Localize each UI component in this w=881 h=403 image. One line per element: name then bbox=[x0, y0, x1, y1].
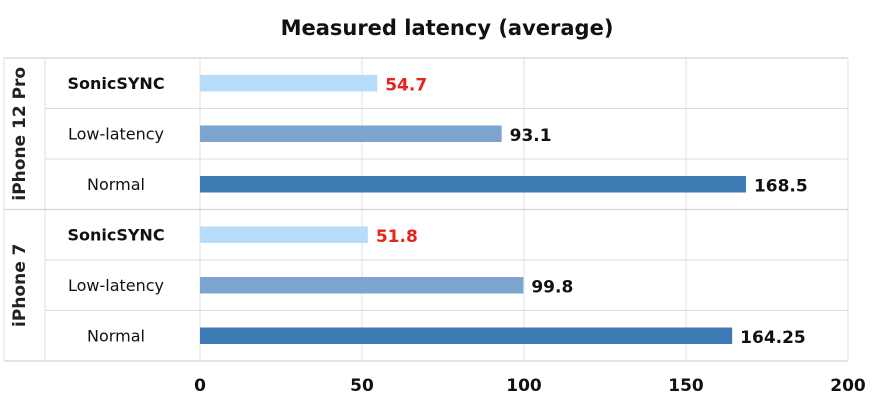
x-tick-label: 200 bbox=[830, 376, 866, 396]
category-label: SonicSYNC bbox=[67, 225, 164, 244]
bar bbox=[200, 277, 524, 294]
category-label: Normal bbox=[87, 326, 145, 345]
category-label: Low-latency bbox=[68, 276, 164, 295]
data-label: 164.25 bbox=[740, 328, 806, 348]
bars-layer bbox=[200, 75, 746, 344]
bar bbox=[200, 75, 378, 92]
data-label: 168.5 bbox=[754, 176, 808, 196]
bar bbox=[200, 125, 502, 142]
x-tick-label: 100 bbox=[506, 376, 542, 396]
data-label: 51.8 bbox=[376, 227, 418, 247]
grid-layer bbox=[3, 57, 849, 362]
bar bbox=[200, 226, 368, 243]
category-label: Normal bbox=[87, 175, 145, 194]
category-label: SonicSYNC bbox=[67, 74, 164, 93]
chart-title: Measured latency (average) bbox=[281, 16, 614, 40]
x-tick-label: 50 bbox=[350, 376, 374, 396]
category-label: Low-latency bbox=[68, 124, 164, 143]
group-label: iPhone 7 bbox=[10, 244, 30, 327]
group-label: iPhone 12 Pro bbox=[10, 67, 30, 201]
bar bbox=[200, 176, 746, 193]
data-label: 93.1 bbox=[510, 126, 552, 146]
labels-layer: iPhone 12 Pro SonicSYNC 54.7 Low-latency 93.… bbox=[10, 67, 866, 396]
x-tick-label: 150 bbox=[668, 376, 704, 396]
data-label: 54.7 bbox=[385, 75, 427, 95]
x-tick-label: 0 bbox=[194, 376, 206, 396]
data-label: 99.8 bbox=[531, 277, 573, 297]
bar bbox=[200, 327, 733, 344]
